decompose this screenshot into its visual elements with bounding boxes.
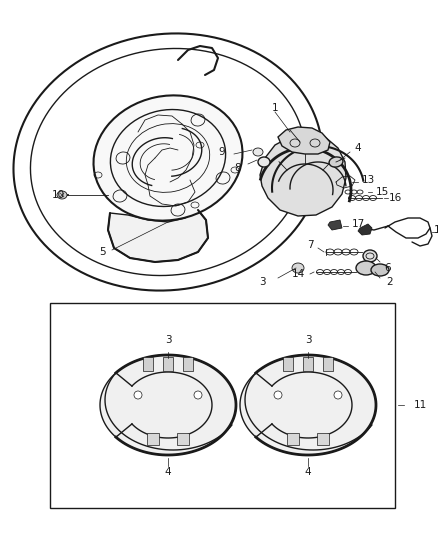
Bar [303, 357, 313, 371]
Polygon shape [358, 224, 372, 235]
Text: 7: 7 [307, 240, 313, 250]
Text: 11: 11 [413, 400, 427, 410]
Text: 13: 13 [361, 175, 374, 185]
Polygon shape [260, 134, 346, 216]
Polygon shape [108, 210, 208, 262]
Ellipse shape [134, 391, 142, 399]
Bar [287, 433, 299, 445]
Text: 16: 16 [389, 193, 402, 203]
Text: 3: 3 [165, 335, 171, 345]
Bar [147, 433, 159, 445]
Text: 12: 12 [433, 225, 438, 235]
Text: 1: 1 [272, 103, 278, 113]
Text: 4: 4 [165, 467, 171, 477]
Text: 5: 5 [99, 247, 105, 257]
Text: 4: 4 [305, 467, 311, 477]
Text: 8: 8 [235, 163, 241, 173]
Ellipse shape [363, 250, 377, 262]
Polygon shape [278, 127, 330, 154]
Ellipse shape [334, 391, 342, 399]
Ellipse shape [57, 191, 67, 199]
Text: 15: 15 [375, 187, 389, 197]
Bar [317, 433, 329, 445]
Text: 9: 9 [219, 147, 225, 157]
Bar [283, 357, 293, 371]
Polygon shape [240, 355, 376, 455]
Ellipse shape [253, 148, 263, 156]
Text: 3: 3 [259, 277, 265, 287]
Bar [177, 433, 189, 445]
Ellipse shape [292, 263, 304, 273]
Ellipse shape [94, 95, 243, 221]
Ellipse shape [274, 391, 282, 399]
Bar [163, 357, 173, 371]
Bar [50, 303, 395, 508]
Ellipse shape [356, 261, 376, 275]
Text: 10: 10 [51, 190, 64, 200]
Text: 4: 4 [355, 143, 361, 153]
Text: 6: 6 [385, 263, 391, 273]
Bar [143, 357, 153, 371]
Ellipse shape [371, 264, 389, 276]
Polygon shape [100, 355, 236, 455]
Text: 17: 17 [351, 219, 364, 229]
Ellipse shape [194, 391, 202, 399]
Ellipse shape [258, 157, 270, 167]
Bar [183, 357, 193, 371]
Ellipse shape [329, 157, 343, 167]
Text: 2: 2 [387, 277, 393, 287]
Text: 3: 3 [305, 335, 311, 345]
Bar [323, 357, 333, 371]
Polygon shape [328, 220, 342, 230]
Text: 14: 14 [291, 269, 304, 279]
